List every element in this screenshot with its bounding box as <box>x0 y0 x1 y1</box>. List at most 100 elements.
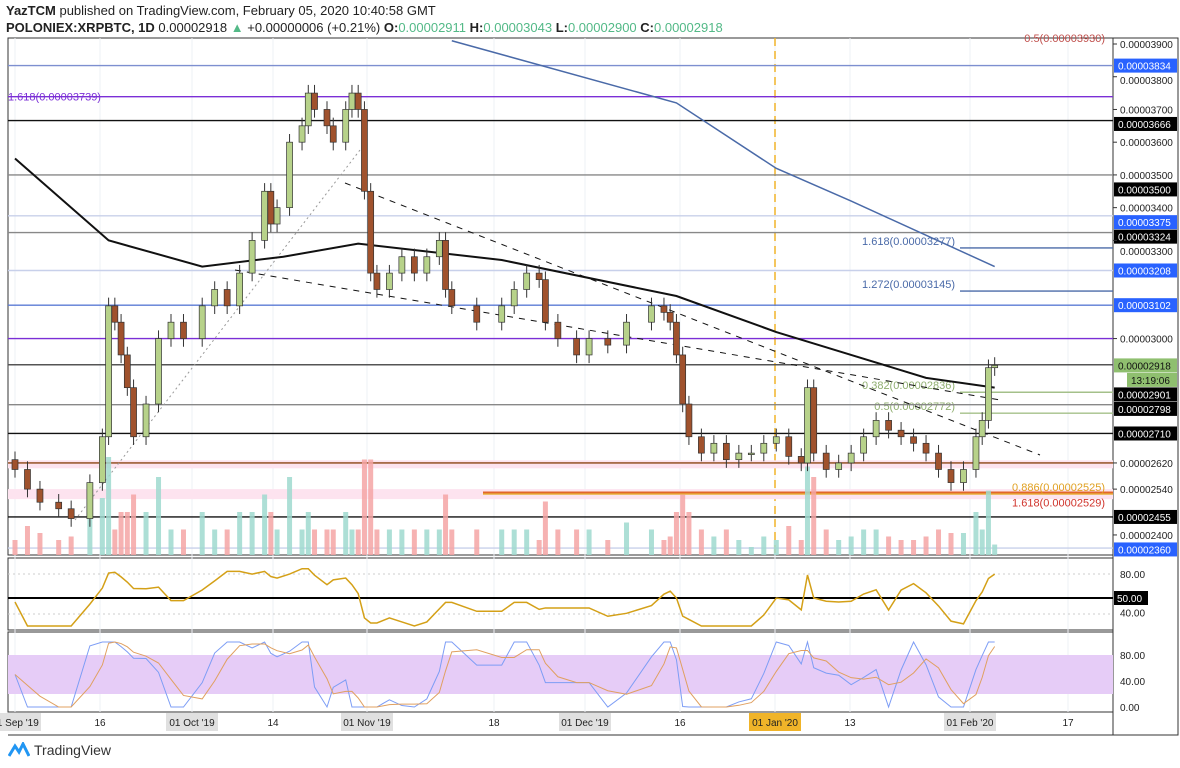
volume-bar <box>711 536 717 555</box>
candle <box>685 403 693 438</box>
volume-bar <box>411 529 417 555</box>
candle <box>342 109 350 143</box>
stoch-tick-label: 40.00 <box>1120 677 1145 688</box>
candle <box>835 462 843 470</box>
candle <box>679 354 687 405</box>
rsi-level-label: 50.00 <box>1117 594 1142 605</box>
up-triangle-icon: ▲ <box>230 20 244 35</box>
candle <box>130 387 137 438</box>
rsi-tick-label: 80.00 <box>1120 570 1145 581</box>
price-badge-label: 0.00002901 <box>1118 390 1171 401</box>
candle <box>198 305 206 339</box>
candle <box>398 256 406 274</box>
volume-bar <box>873 529 879 555</box>
time-tick-label: 17 <box>1062 718 1074 729</box>
price-badge-label: 0.00003834 <box>1118 62 1171 73</box>
price-tick-label: 0.00003400 <box>1120 204 1173 215</box>
rsi-line <box>14 567 996 627</box>
volume-bar <box>436 529 442 555</box>
volume-bar <box>948 533 954 555</box>
candle <box>329 125 337 143</box>
candle <box>55 501 63 510</box>
volume-bar <box>499 529 505 555</box>
low-label: L: <box>555 20 568 35</box>
candle <box>785 436 793 457</box>
fib-label: 0.5(0.00003930) <box>1024 33 1105 45</box>
candle <box>810 387 818 454</box>
last-price: 0.00002918 <box>158 20 228 35</box>
volume-bar <box>87 508 93 555</box>
candle <box>910 436 917 444</box>
fib-label: 1.272(0.00003145) <box>862 279 955 291</box>
price-chart[interactable]: 1.618(0.00003739) 1.618(0.00003277) 1.272(… <box>0 0 1180 740</box>
stoch-k-line <box>14 640 995 709</box>
candle <box>448 289 456 307</box>
stoch-band <box>8 655 1113 694</box>
candle <box>223 289 231 307</box>
rsi-level-badge <box>1114 591 1148 605</box>
volume-bar <box>274 529 280 555</box>
candle <box>267 190 275 225</box>
time-label-bg <box>341 713 393 731</box>
candle <box>623 321 630 346</box>
tradingview-logo[interactable]: TradingView <box>8 742 111 758</box>
candle <box>435 240 443 258</box>
price-tick-label: 0.00003900 <box>1120 40 1173 51</box>
candle <box>573 338 580 356</box>
volume-bar <box>343 512 349 555</box>
symbol[interactable]: POLONIEX:XRPBTC, 1D <box>6 20 155 35</box>
volume-bar <box>131 494 137 555</box>
volume-bar <box>786 526 792 555</box>
time-tick-label: 01 Jan '20 <box>752 718 798 729</box>
volume-bar <box>268 512 274 555</box>
fib-label: 0.5(0.00002772) <box>874 401 955 413</box>
volume-bar <box>574 529 580 555</box>
candle <box>947 469 955 483</box>
candle <box>286 141 293 209</box>
volume-bar <box>237 512 243 555</box>
candle <box>304 92 312 127</box>
candle <box>978 420 986 438</box>
stoch-d-line <box>14 641 996 708</box>
main-pane <box>7 37 1114 556</box>
candle <box>473 305 481 323</box>
candle <box>117 321 125 356</box>
volume-bar <box>586 529 592 555</box>
volume-bar <box>112 529 118 555</box>
candle <box>804 387 811 464</box>
candle <box>935 452 942 470</box>
fib-label: 1.618(0.00003277) <box>862 236 955 248</box>
candle <box>386 272 393 290</box>
volume-bar <box>143 512 149 555</box>
volume-bar <box>99 498 105 555</box>
volume-bar <box>249 512 255 555</box>
volume-bar <box>992 544 998 555</box>
candle <box>498 305 506 323</box>
high-value: 0.00003043 <box>483 20 553 35</box>
volume-bar <box>985 490 991 555</box>
candle <box>348 92 356 110</box>
candle <box>36 488 44 503</box>
volume-bar <box>355 529 361 555</box>
candle <box>86 482 94 519</box>
volume-bar <box>449 529 455 555</box>
volume-bar <box>773 540 779 555</box>
volume-bar <box>180 529 186 555</box>
candle <box>885 420 892 431</box>
countdown-badge <box>1127 372 1177 387</box>
close-label: C: <box>640 20 654 35</box>
price-badge <box>1114 387 1177 402</box>
fib-label: 0.886(0.00002525) <box>1012 482 1105 494</box>
volume-bar <box>536 540 542 555</box>
time-tick-label: 01 Oct '19 <box>169 718 215 729</box>
volume-bar <box>443 494 449 555</box>
price-badge-label: 0.00003208 <box>1118 266 1171 277</box>
candle <box>423 256 431 274</box>
volume-bar <box>199 512 205 555</box>
volume-bar <box>667 536 673 555</box>
candle <box>323 109 331 127</box>
candle <box>67 508 75 519</box>
open-label: O: <box>383 20 399 35</box>
author[interactable]: YazTCM <box>6 3 56 18</box>
ma-200-line <box>451 40 995 268</box>
